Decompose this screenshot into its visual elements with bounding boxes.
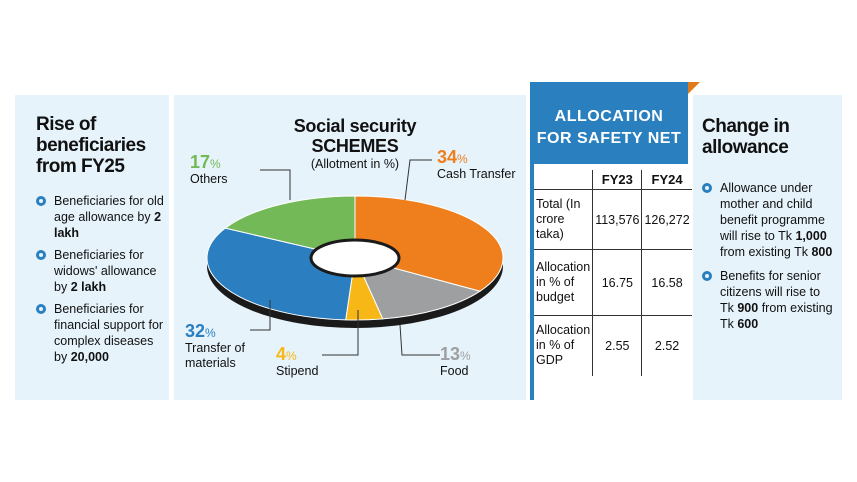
cat-others: Others <box>190 172 228 186</box>
bullet-icon <box>36 196 46 206</box>
allocation-title-line2: FOR SAFETY NET <box>536 130 682 147</box>
allocation-fold-corner <box>688 82 700 94</box>
left-bullet-list: Beneficiaries for old age allowance by 2… <box>36 193 164 371</box>
allocation-accent-rule <box>530 164 534 400</box>
label-cash-transfer: 34% Cash Transfer <box>437 147 516 181</box>
table-row: Total (In crore taka) 113,576 126,272 <box>534 189 692 250</box>
allocation-title-line1: ALLOCATION <box>554 108 664 125</box>
pct-stipend: 4 <box>276 344 287 364</box>
right-heading: Change in allowance <box>702 116 790 158</box>
pct-transfer-materials: 32 <box>185 321 206 341</box>
bullet-icon <box>36 304 46 314</box>
list-item: Beneficiaries for old age allowance by 2… <box>36 193 164 241</box>
cell-value: 113,576 <box>592 189 642 250</box>
cat-stipend: Stipend <box>276 364 319 378</box>
cat-food: Food <box>440 364 469 378</box>
label-others: 17% Others <box>190 152 228 186</box>
chart-subtitle: (Allotment in %) <box>310 157 400 171</box>
table-row: Allocation in % of budget 16.75 16.58 <box>534 249 692 316</box>
cell-value: 16.58 <box>641 249 692 316</box>
label-stipend: 4% Stipend <box>276 344 319 378</box>
pct-food: 13 <box>440 344 461 364</box>
label-food: 13% Food <box>440 344 471 378</box>
col-fy24: FY24 <box>641 170 692 190</box>
list-item: Beneficiaries for widows' allowance by 2… <box>36 247 164 295</box>
left-heading: Rise of beneficiaries from FY25 <box>36 114 146 177</box>
row-label: Allocation in % of budget <box>534 249 593 316</box>
pct-others: 17 <box>190 152 211 172</box>
right-bullet-list: Allowance under mother and child benefit… <box>702 180 834 338</box>
label-transfer-materials: 32% Transfer of materials <box>185 321 245 370</box>
bullet-icon <box>702 271 712 281</box>
row-label: Allocation in % of GDP <box>536 323 591 368</box>
allocation-header: ALLOCATION FOR SAFETY NET <box>530 82 688 164</box>
bullet-icon <box>702 183 712 193</box>
chart-title: Social security SCHEMES <box>293 116 417 156</box>
left-panel <box>15 95 169 400</box>
cell-value: 2.52 <box>641 315 692 376</box>
cat-transfer-materials: Transfer of materials <box>185 341 245 370</box>
cat-cash-transfer: Cash Transfer <box>437 167 516 181</box>
table-row: Allocation in % of GDP 2.55 2.52 <box>534 315 692 376</box>
cell-value: 126,272 <box>641 189 692 250</box>
right-panel <box>693 95 842 400</box>
list-item: Benefits for senior citizens will rise t… <box>702 268 834 332</box>
bullet-icon <box>36 250 46 260</box>
table-header-row: FY23 FY24 <box>534 170 692 190</box>
list-item: Beneficiaries for financial support for … <box>36 301 164 365</box>
allocation-table: FY23 FY24 Total (In crore taka) 113,576 … <box>534 170 692 376</box>
list-item: Allowance under mother and child benefit… <box>702 180 834 260</box>
cell-value: 16.75 <box>592 249 642 316</box>
col-fy23: FY23 <box>592 170 642 190</box>
cell-value: 2.55 <box>592 315 642 376</box>
row-label: Total (In crore taka) <box>534 189 593 250</box>
pct-cash-transfer: 34 <box>437 147 458 167</box>
